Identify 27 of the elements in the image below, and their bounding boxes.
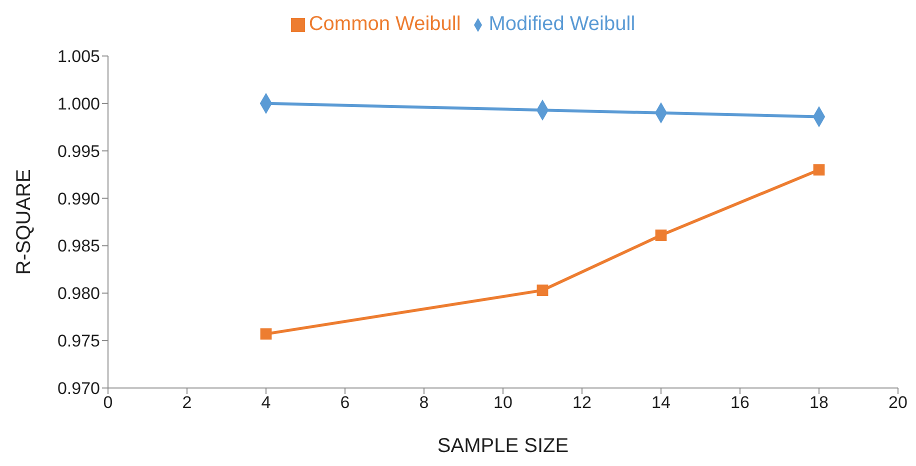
x-tick-label: 6: [340, 393, 350, 412]
y-tick-label: 0.980: [57, 284, 100, 304]
y-tick-label: 1.000: [57, 94, 100, 114]
y-tick-label: 0.975: [57, 332, 100, 351]
y-tick-label: 0.990: [57, 189, 100, 208]
x-tick-label: 12: [572, 393, 592, 412]
x-tick-label: 20: [888, 393, 908, 412]
point: [260, 328, 272, 340]
x-tick-label: 14: [652, 393, 670, 412]
x-tick-label: 10: [494, 393, 512, 412]
point: [536, 284, 548, 296]
x-axis-title: SAMPLE SIZE: [437, 435, 569, 458]
point: [655, 230, 667, 241]
y-axis-title: R-SQUARE: [13, 169, 36, 275]
x-tick-label: 4: [261, 393, 271, 412]
y-tick-label: 0.970: [57, 379, 100, 398]
point: [813, 164, 825, 176]
x-tick-label: 0: [103, 393, 113, 412]
y-tick-label: 1.005: [57, 47, 100, 66]
x-tick-label: 16: [730, 393, 750, 412]
legend-label: Modified Weibull: [488, 13, 636, 35]
x-tick-label: 8: [419, 393, 429, 412]
y-tick-label: 0.995: [57, 142, 100, 161]
x-tick-label: 18: [810, 393, 828, 412]
x-tick-label: 2: [182, 393, 192, 412]
y-tick-label: 0.985: [57, 236, 100, 256]
legend-label: Common Weibull: [308, 13, 461, 35]
